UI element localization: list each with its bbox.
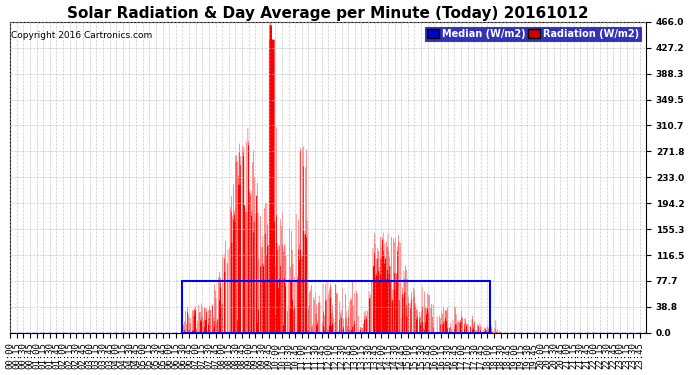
Bar	[182, 281, 490, 333]
Title: Solar Radiation & Day Average per Minute (Today) 20161012: Solar Radiation & Day Average per Minute…	[67, 6, 589, 21]
Legend: Median (W/m2), Radiation (W/m2): Median (W/m2), Radiation (W/m2)	[424, 27, 641, 42]
Text: Copyright 2016 Cartronics.com: Copyright 2016 Cartronics.com	[10, 31, 152, 40]
